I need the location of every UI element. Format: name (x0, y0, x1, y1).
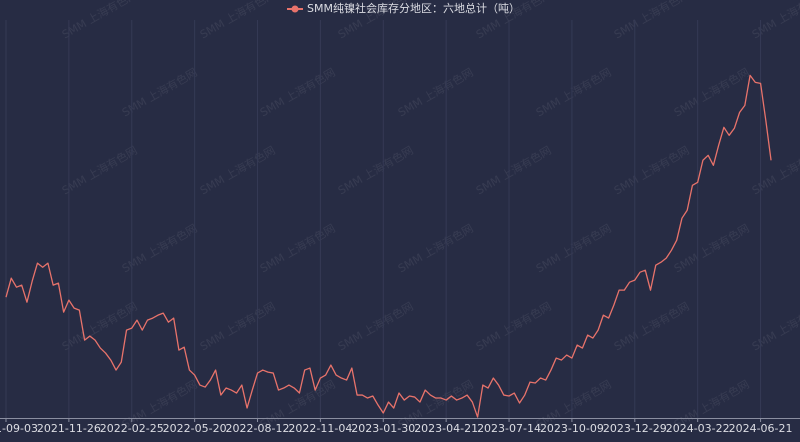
x-tick-label: 2022-05-20 (163, 422, 227, 435)
x-tick-label: 2023-07-14 (477, 422, 541, 435)
x-tick-label: 2021-11-26 (37, 422, 101, 435)
data-line (5, 74, 772, 418)
legend[interactable]: SMM纯镍社会库存分地区：六地总计（吨） (287, 1, 520, 15)
grid: 2021-09-032021-11-262022-02-252022-05-20… (0, 20, 793, 435)
x-tick-label: 2023-01-30 (351, 422, 415, 435)
plot (5, 74, 772, 418)
x-tick-label: 2023-10-09 (540, 422, 604, 435)
x-tick-label: 2024-03-22 (666, 422, 730, 435)
x-tick-label: 2022-11-04 (288, 422, 352, 435)
x-tick-label: 2024-06-21 (729, 422, 793, 435)
x-tick-label: 2022-08-12 (226, 422, 290, 435)
x-tick-label: 2023-04-21 (414, 422, 478, 435)
x-tick-label: 2021-09-03 (0, 422, 38, 435)
x-tick-label: 2023-12-29 (603, 422, 667, 435)
legend-marker (291, 5, 299, 13)
x-tick-label: 2022-02-25 (100, 422, 164, 435)
legend-label: SMM纯镍社会库存分地区：六地总计（吨） (307, 1, 520, 15)
